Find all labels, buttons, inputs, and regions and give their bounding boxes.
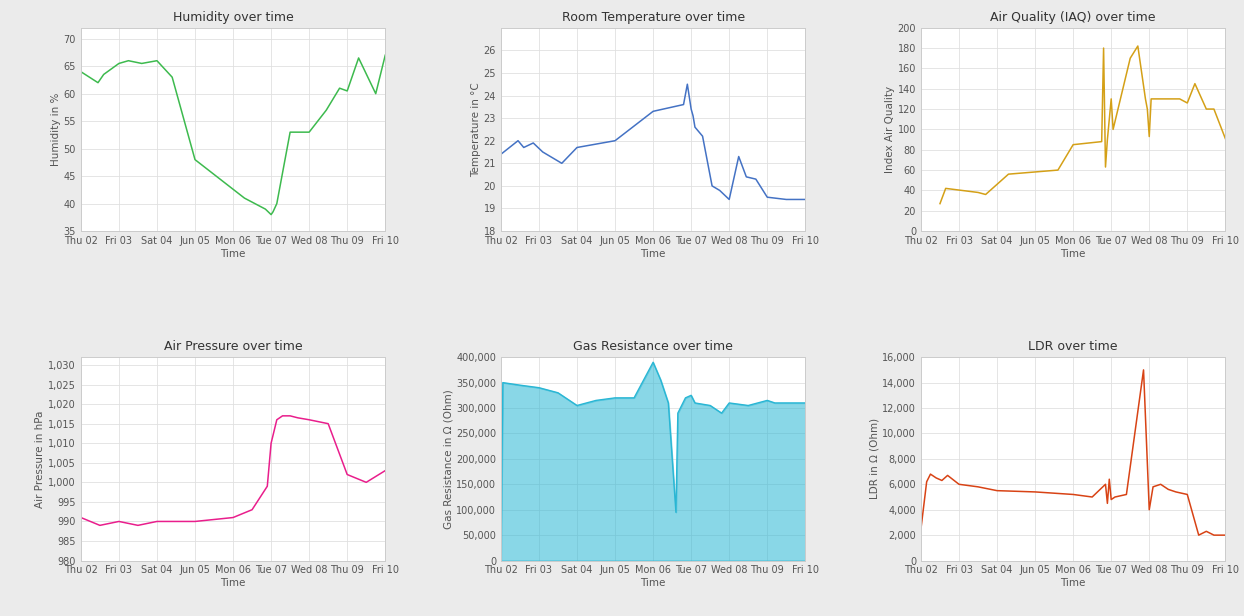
Title: Humidity over time: Humidity over time	[173, 10, 294, 24]
X-axis label: Time: Time	[1060, 249, 1086, 259]
Title: Air Quality (IAQ) over time: Air Quality (IAQ) over time	[990, 10, 1156, 24]
X-axis label: Time: Time	[641, 578, 666, 588]
X-axis label: Time: Time	[641, 249, 666, 259]
Y-axis label: Air Pressure in hPa: Air Pressure in hPa	[35, 410, 45, 508]
Y-axis label: Index Air Quality: Index Air Quality	[884, 86, 894, 173]
Y-axis label: Gas Resistance in Ω (Ohm): Gas Resistance in Ω (Ohm)	[443, 389, 453, 529]
Y-axis label: LDR in Ω (Ohm): LDR in Ω (Ohm)	[870, 418, 880, 500]
Y-axis label: Temperature in °C: Temperature in °C	[470, 82, 480, 177]
Title: Air Pressure over time: Air Pressure over time	[164, 340, 302, 353]
X-axis label: Time: Time	[1060, 578, 1086, 588]
Title: Room Temperature over time: Room Temperature over time	[561, 10, 745, 24]
Y-axis label: Humidity in %: Humidity in %	[51, 93, 61, 166]
X-axis label: Time: Time	[220, 249, 246, 259]
X-axis label: Time: Time	[220, 578, 246, 588]
Title: LDR over time: LDR over time	[1029, 340, 1118, 353]
Title: Gas Resistance over time: Gas Resistance over time	[573, 340, 733, 353]
